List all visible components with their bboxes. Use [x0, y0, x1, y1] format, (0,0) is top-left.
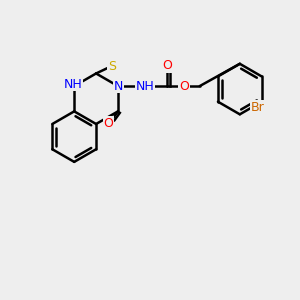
Text: O: O — [103, 117, 113, 130]
Text: O: O — [162, 59, 172, 72]
Text: NH: NH — [135, 80, 154, 93]
Text: Br: Br — [250, 100, 264, 114]
Text: NH: NH — [63, 77, 82, 91]
Text: O: O — [179, 80, 189, 93]
Text: N: N — [114, 80, 123, 93]
Text: S: S — [108, 59, 116, 73]
